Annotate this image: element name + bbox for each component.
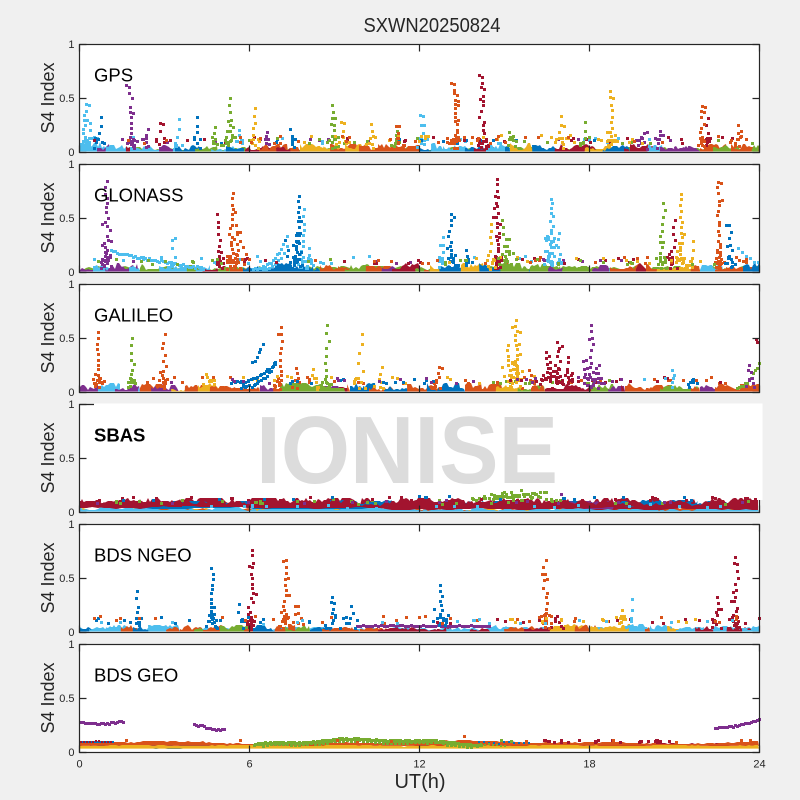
svg-text:12: 12 bbox=[413, 759, 425, 771]
svg-text:GPS: GPS bbox=[94, 65, 133, 86]
svg-text:1: 1 bbox=[68, 279, 74, 291]
svg-text:0: 0 bbox=[68, 267, 74, 279]
svg-text:0.5: 0.5 bbox=[59, 453, 74, 465]
svg-text:0: 0 bbox=[76, 759, 82, 771]
svg-text:BDS NGEO: BDS NGEO bbox=[94, 545, 192, 566]
svg-text:UT(h): UT(h) bbox=[394, 771, 445, 793]
svg-text:0.5: 0.5 bbox=[59, 573, 74, 585]
svg-text:0: 0 bbox=[68, 147, 74, 159]
svg-text:1: 1 bbox=[68, 159, 74, 171]
svg-text:S4 Index: S4 Index bbox=[38, 62, 58, 133]
svg-text:0.5: 0.5 bbox=[59, 693, 74, 705]
svg-text:S4 Index: S4 Index bbox=[38, 182, 58, 253]
svg-text:BDS GEO: BDS GEO bbox=[94, 665, 178, 686]
svg-text:1: 1 bbox=[68, 399, 74, 411]
svg-text:1: 1 bbox=[68, 639, 74, 651]
svg-text:S4 Index: S4 Index bbox=[38, 542, 58, 613]
svg-text:GLONASS: GLONASS bbox=[94, 185, 183, 206]
svg-text:18: 18 bbox=[583, 759, 595, 771]
svg-text:24: 24 bbox=[753, 759, 765, 771]
svg-text:0: 0 bbox=[68, 507, 74, 519]
svg-text:1: 1 bbox=[68, 39, 74, 51]
svg-text:0: 0 bbox=[68, 387, 74, 399]
svg-text:S4 Index: S4 Index bbox=[38, 662, 58, 733]
svg-text:6: 6 bbox=[246, 759, 252, 771]
svg-text:S4 Index: S4 Index bbox=[38, 422, 58, 493]
svg-text:0.5: 0.5 bbox=[59, 93, 74, 105]
svg-text:0.5: 0.5 bbox=[59, 333, 74, 345]
svg-text:0: 0 bbox=[68, 627, 74, 639]
svg-text:IONISE: IONISE bbox=[256, 397, 558, 504]
svg-text:GALILEO: GALILEO bbox=[94, 305, 173, 326]
svg-text:1: 1 bbox=[68, 519, 74, 531]
svg-text:0.5: 0.5 bbox=[59, 213, 74, 225]
svg-text:0: 0 bbox=[68, 747, 74, 759]
svg-text:SXWN20250824: SXWN20250824 bbox=[364, 14, 501, 37]
svg-text:S4 Index: S4 Index bbox=[38, 302, 58, 373]
svg-text:SBAS: SBAS bbox=[94, 425, 145, 446]
